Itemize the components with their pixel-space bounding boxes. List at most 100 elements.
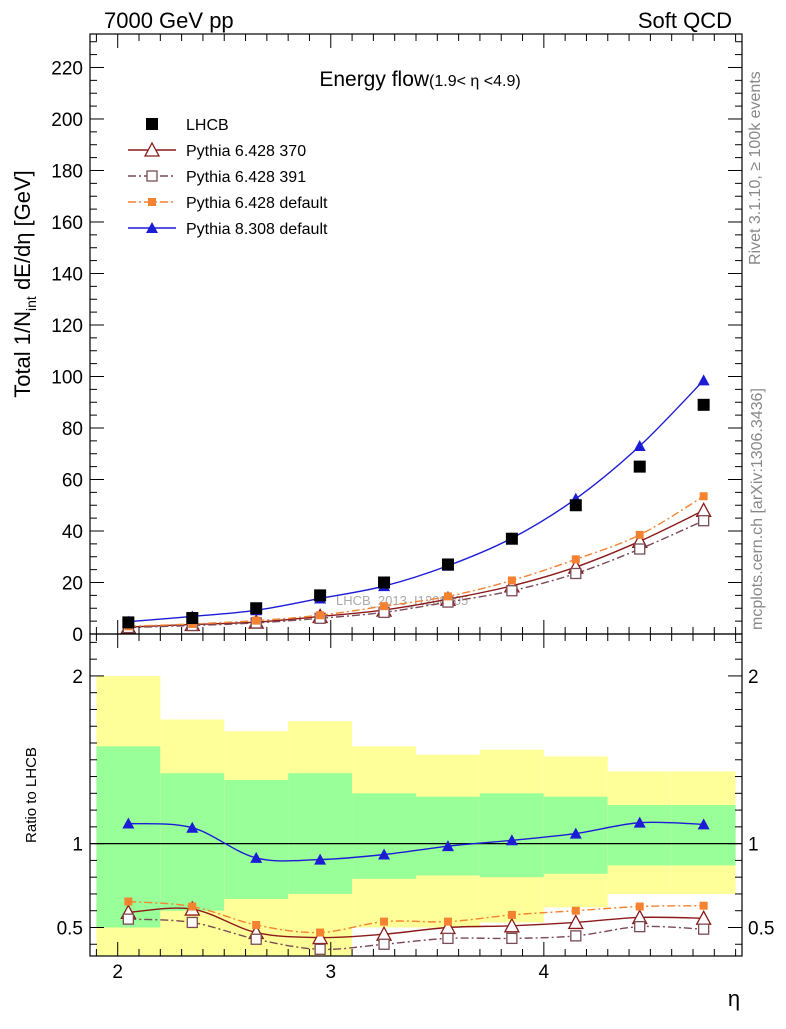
- marker-square-small: [699, 901, 708, 910]
- y-tick-label: 40: [62, 522, 83, 543]
- marker-square-open: [506, 932, 518, 945]
- ratio-y-tick-label-right: 1: [748, 835, 759, 856]
- legend-label: Pythia 6.428 default: [186, 195, 328, 212]
- marker-square-small: [124, 897, 133, 906]
- ratio-y-tick-label: 1: [72, 835, 83, 856]
- y-tick-label: 0: [72, 625, 83, 646]
- marker-square-small: [188, 902, 197, 911]
- marker-square: [441, 558, 454, 571]
- legend-item: Pythia 6.428 391: [128, 169, 306, 186]
- marker-square: [314, 589, 327, 602]
- marker-square-open: [570, 930, 582, 942]
- main-series-group: [120, 374, 712, 634]
- legend-label: LHCB: [186, 117, 229, 134]
- marker-square: [122, 616, 135, 629]
- marker-triangle-open: [567, 914, 584, 930]
- header-left-label: 7000 GeV pp: [104, 8, 234, 33]
- marker-square-small: [443, 592, 452, 601]
- marker-square-small: [635, 902, 644, 911]
- marker-square-small: [316, 928, 325, 937]
- marker-triangle: [633, 440, 646, 452]
- ratio-y-tick-label: 2: [72, 667, 83, 688]
- marker-square-small: [380, 917, 389, 926]
- marker-triangle: [633, 816, 646, 828]
- band-green: [96, 746, 161, 928]
- marker-square-small: [252, 616, 261, 625]
- marker-triangle-open: [503, 917, 520, 933]
- marker-square-open: [697, 515, 710, 527]
- marker-square-small: [635, 530, 644, 539]
- marker-square: [633, 460, 646, 473]
- marker-square-open: [146, 170, 158, 182]
- marker-triangle: [505, 834, 518, 846]
- marker-triangle: [378, 848, 391, 860]
- band-green: [160, 773, 225, 911]
- mcplots-side-label: mcplots.cern.ch [arXiv:1306.3436]: [749, 388, 766, 630]
- marker-square-open: [250, 933, 262, 945]
- rivet-side-label: Rivet 3.1.10, ≥ 100k events: [747, 71, 764, 265]
- marker-square-small: [507, 910, 516, 919]
- band-green: [671, 805, 736, 866]
- main-y-axis-label: Total 1/Nint dE/dη [GeV]: [10, 170, 39, 398]
- marker-square: [569, 499, 582, 512]
- y-tick-label: 160: [51, 213, 83, 234]
- marker-square-small: [571, 906, 580, 915]
- band-green: [288, 773, 353, 894]
- marker-triangle-open: [695, 502, 712, 518]
- marker-square-small: [507, 576, 516, 585]
- marker-triangle: [186, 821, 199, 833]
- ratio-y-tick-label: 0.5: [57, 918, 83, 939]
- marker-square-small: [316, 611, 325, 620]
- legend: LHCB Pythia 6.428 370 Pythia 6.428 391 Pyth…: [128, 117, 328, 238]
- chart-title: Energy flow(1.9< η <4.9): [319, 68, 520, 91]
- legend-label: Pythia 8.308 default: [186, 221, 328, 238]
- legend-item: LHCB: [146, 117, 229, 134]
- marker-square-small: [380, 602, 389, 611]
- legend-label: Pythia 6.428 370: [186, 143, 306, 160]
- marker-square-small: [148, 198, 156, 206]
- series-line: [128, 495, 705, 627]
- x-tick-label: 4: [539, 962, 550, 983]
- ratio-uncertainty-bands: [96, 675, 736, 956]
- band-green: [416, 796, 480, 876]
- marker-square-small: [443, 917, 452, 926]
- ratio-y-tick-label-right: 2: [748, 667, 759, 688]
- band-green: [607, 805, 672, 866]
- band-green: [352, 793, 416, 879]
- marker-square: [505, 532, 518, 545]
- marker-square-open: [634, 543, 646, 555]
- marker-triangle-open: [143, 141, 161, 157]
- marker-square-open: [570, 567, 582, 580]
- band-green: [224, 779, 289, 899]
- marker-square: [146, 118, 158, 130]
- marker-square-open: [378, 938, 390, 950]
- marker-square-open: [186, 916, 198, 929]
- x-tick-label: 2: [112, 962, 123, 983]
- marker-square-open: [634, 921, 646, 933]
- marker-triangle: [697, 374, 710, 386]
- series-line: [128, 509, 704, 628]
- ratio-series-group: [120, 816, 712, 955]
- legend-item: Pythia 8.308 default: [128, 221, 328, 238]
- marker-square-open: [314, 943, 326, 955]
- marker-square-open: [697, 923, 710, 935]
- y-tick-label: 120: [51, 316, 83, 337]
- marker-square-small: [252, 920, 261, 929]
- marker-triangle: [314, 853, 327, 865]
- marker-square: [378, 576, 391, 589]
- y-tick-label: 200: [51, 110, 83, 131]
- marker-square: [186, 612, 199, 625]
- axes-group: 0 20 40 60 80 100 120 140 160 180 200 220 0.5 0.5 1 1 2 2…: [51, 33, 774, 983]
- header-right-label: Soft QCD: [638, 8, 732, 33]
- marker-triangle: [697, 818, 710, 830]
- legend-item: Pythia 6.428 370: [128, 141, 306, 160]
- legend-label: Pythia 6.428 391: [186, 169, 306, 186]
- legend-item: Pythia 6.428 default: [128, 195, 328, 212]
- ratio-series-line: [128, 821, 704, 862]
- ratio-series-line: [128, 918, 704, 951]
- marker-square: [697, 398, 710, 411]
- ratio-series-line: [128, 900, 704, 934]
- marker-square: [250, 602, 263, 615]
- y-tick-label: 100: [51, 367, 83, 388]
